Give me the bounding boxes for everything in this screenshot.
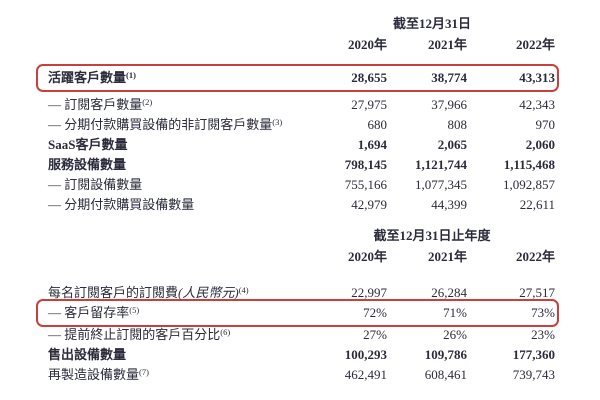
value-2022: 27,517 (519, 285, 555, 300)
value-2020: 680 (367, 117, 388, 132)
value-2020: 798,145 (344, 157, 387, 172)
value-2022: 43,313 (519, 70, 555, 85)
footnote-superscript: (6) (220, 327, 231, 337)
row-label: 再製造設備數量(7) (48, 367, 149, 382)
section1-header: 截至12月31日 2020年 2021年 2022年 (48, 15, 555, 53)
value-2022: 970 (535, 117, 556, 132)
row-label: SaaS客戶數量 (48, 137, 128, 152)
header-label-spacer (48, 227, 309, 265)
value-2022: 23% (531, 327, 555, 342)
value-2020: 22,997 (351, 285, 387, 300)
value-2022: 739,743 (512, 367, 555, 382)
year-header-2020: 2020年 (347, 249, 387, 264)
table-row: 再製造設備數量(7) 462,491 608,461 739,743 (48, 365, 555, 385)
section1-rows: 活躍客戶數量(1) 28,655 38,774 43,313 — 訂閱客戶數量(… (36, 64, 559, 215)
row-label: — 訂閱客戶數量(2) (48, 97, 153, 112)
value-2021: 2,065 (437, 137, 467, 152)
value-2022: 177,360 (512, 347, 555, 362)
table-row: SaaS客戶數量 1,694 2,065 2,060 (48, 135, 555, 155)
value-2021: 808 (447, 117, 468, 132)
row-label: — 提前終止訂閱的客戶百分比(6) (48, 327, 231, 342)
year-header-2021: 2021年 (427, 37, 467, 52)
value-2020: 72% (363, 305, 387, 320)
value-2022: 1,115,468 (503, 157, 555, 172)
table-row: 每名訂閱客戶的訂閱費(人民幣元)(4) 22,997 26,284 27,517 (48, 283, 555, 303)
year-header-row: 2020年 2021年 2022年 (309, 36, 555, 53)
value-2021: 44,399 (431, 197, 467, 212)
table-row: — 分期付款購買設備的非訂閱客戶數量(3) 680 808 970 (48, 115, 555, 135)
value-2020: 100,293 (344, 347, 387, 362)
year-header-row: 2020年 2021年 2022年 (309, 248, 555, 265)
row-label: — 分期付款購買設備數量 (48, 197, 195, 212)
row-label: — 分期付款購買設備的非訂閱客戶數量(3) (48, 117, 283, 132)
value-2021: 1,077,345 (415, 177, 467, 192)
value-2020: 27,975 (351, 97, 387, 112)
section2-rows: 每名訂閱客戶的訂閱費(人民幣元)(4) 22,997 26,284 27,517… (36, 283, 559, 385)
footnote-superscript: (5) (129, 305, 140, 315)
footnote-superscript: (2) (142, 97, 153, 107)
section2-header-columns: 截至12月31日止年度 2020年 2021年 2022年 (309, 227, 555, 265)
year-header-2020: 2020年 (347, 37, 387, 52)
row-label: 服務設備數量 (48, 157, 127, 172)
value-2020: 755,166 (344, 177, 387, 192)
year-header-2022: 2022年 (515, 37, 555, 52)
value-2022: 1,092,857 (503, 177, 555, 192)
value-2020: 1,694 (357, 137, 387, 152)
value-2020: 42,979 (351, 197, 387, 212)
period-caption: 截至12月31日 (392, 16, 471, 31)
row-label: — 客戶留存率(5) (48, 305, 140, 320)
value-2020: 28,655 (351, 70, 387, 85)
value-2021: 1,121,744 (415, 157, 467, 172)
footnote-superscript: (4) (238, 285, 249, 295)
value-2021: 26,284 (431, 285, 467, 300)
value-2022: 73% (531, 305, 555, 320)
value-2020: 462,491 (344, 367, 387, 382)
header-label-spacer (48, 15, 309, 53)
table-row: — 提前終止訂閱的客戶百分比(6) 27% 26% 23% (48, 325, 555, 345)
row-label: 售出設備數量 (48, 347, 127, 362)
table-row: 售出設備數量 100,293 109,786 177,360 (48, 345, 555, 365)
table-row: 服務設備數量 798,145 1,121,744 1,115,468 (48, 155, 555, 175)
table-row: — 訂閱設備數量 755,166 1,077,345 1,092,857 (48, 175, 555, 195)
value-2020: 27% (363, 327, 387, 342)
year-header-2021: 2021年 (427, 249, 467, 264)
value-2022: 2,060 (525, 137, 555, 152)
value-2021: 37,966 (431, 97, 467, 112)
subscription-metrics-section: 截至12月31日止年度 2020年 2021年 2022年 每名訂閱客戶的訂閱費… (36, 227, 559, 385)
customer-metrics-section: 截至12月31日 2020年 2021年 2022年 活躍客戶數量(1) 28,… (36, 15, 559, 215)
period-caption: 截至12月31日止年度 (373, 228, 491, 243)
footnote-superscript: (3) (272, 117, 283, 127)
section2-header: 截至12月31日止年度 2020年 2021年 2022年 (48, 227, 555, 265)
value-2021: 71% (443, 305, 467, 320)
row-label: 活躍客戶數量(1) (48, 70, 136, 85)
year-header-2022: 2022年 (515, 249, 555, 264)
row-label: — 訂閱設備數量 (48, 177, 143, 192)
table-row: — 分期付款購買設備數量 42,979 44,399 22,611 (48, 195, 555, 215)
row-label: 每名訂閱客戶的訂閱費(人民幣元)(4) (48, 285, 249, 300)
footnote-superscript: (7) (139, 367, 149, 377)
value-2022: 42,343 (519, 97, 555, 112)
table-row-highlighted: 活躍客戶數量(1) 28,655 38,774 43,313 (36, 64, 559, 92)
value-2021: 38,774 (431, 70, 467, 85)
section1-header-columns: 截至12月31日 2020年 2021年 2022年 (309, 15, 555, 53)
table-row-highlighted: — 客戶留存率(5) 72% 71% 73% (36, 299, 559, 327)
table-row: — 訂閱客戶數量(2) 27,975 37,966 42,343 (48, 95, 555, 115)
footnote-superscript: (1) (126, 70, 136, 80)
value-2021: 26% (443, 327, 467, 342)
value-2022: 22,611 (519, 197, 555, 212)
value-2021: 109,786 (424, 347, 467, 362)
value-2021: 608,461 (424, 367, 467, 382)
